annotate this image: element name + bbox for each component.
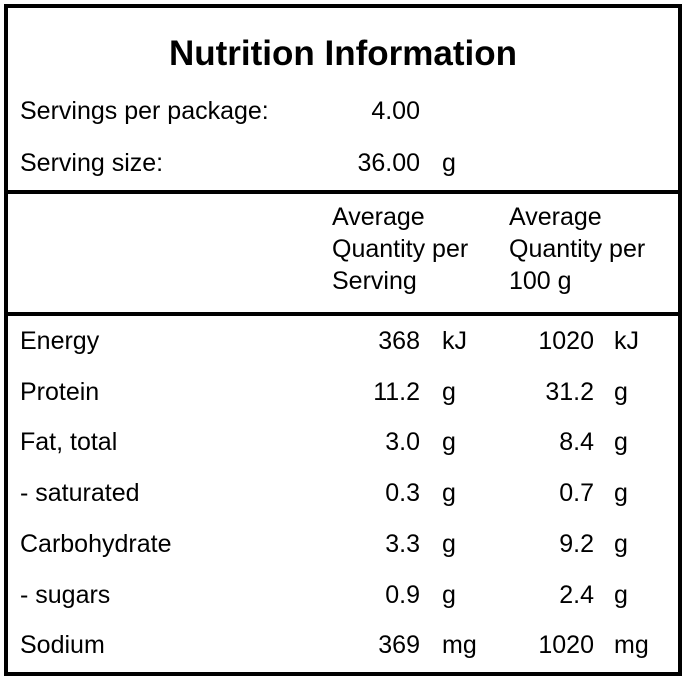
per-serving-value: 11.2 [373,377,420,406]
per-serving-value: 369 [378,631,420,660]
per-100g-value: 9.2 [559,529,594,558]
per-serving-unit: mg [442,631,477,660]
nutrient-name: Carbohydrate [20,529,172,558]
title: Nutrition Information [168,34,517,73]
per-serving-unit: g [442,479,456,508]
column-header: Quantity per [509,235,646,263]
per-100g-unit: g [614,377,628,406]
nutrient-name: Fat, total [20,428,118,457]
serving-size-unit: g [442,149,456,177]
servings-value: 4.00 [371,97,420,125]
column-header: Quantity per [332,235,469,263]
column-header: Average [332,203,425,231]
per-serving-value: 0.3 [385,479,420,508]
per-serving-value: 368 [378,327,420,355]
per-serving-unit: kJ [442,327,467,355]
per-100g-unit: kJ [614,327,639,355]
per-100g-unit: mg [614,631,649,660]
per-100g-unit: g [614,428,628,457]
per-100g-value: 8.4 [559,428,594,457]
per-serving-unit: g [442,529,456,558]
nutrition-panel: Nutrition Information Servings per packa… [4,4,682,676]
per-serving-unit: g [442,377,456,406]
per-serving-unit: g [442,580,456,609]
nutrient-name: Energy [20,327,100,355]
per-serving-value: 0.9 [385,580,420,609]
column-header: Average [509,203,602,231]
divider [8,312,678,316]
per-100g-value: 31.2 [545,377,594,406]
serving-size-value: 36.00 [357,149,420,177]
per-100g-value: 0.7 [559,479,594,508]
per-serving-unit: g [442,428,456,457]
per-100g-value: 2.4 [559,580,594,609]
per-100g-value: 1020 [538,631,594,660]
divider [8,190,678,194]
serving-size-label: Serving size: [20,149,164,177]
nutrient-name: Sodium [20,631,105,660]
nutrient-name: - saturated [20,479,140,508]
nutrient-name: Protein [20,377,100,406]
per-100g-value: 1020 [538,327,594,355]
column-header: Serving [332,267,417,295]
per-serving-value: 3.3 [385,529,420,558]
column-header: 100 g [509,267,572,295]
nutrient-name: - sugars [20,580,111,609]
per-serving-value: 3.0 [385,428,420,457]
servings-label: Servings per package: [20,97,269,125]
per-100g-unit: g [614,529,628,558]
per-100g-unit: g [614,479,628,508]
per-100g-unit: g [614,580,628,609]
